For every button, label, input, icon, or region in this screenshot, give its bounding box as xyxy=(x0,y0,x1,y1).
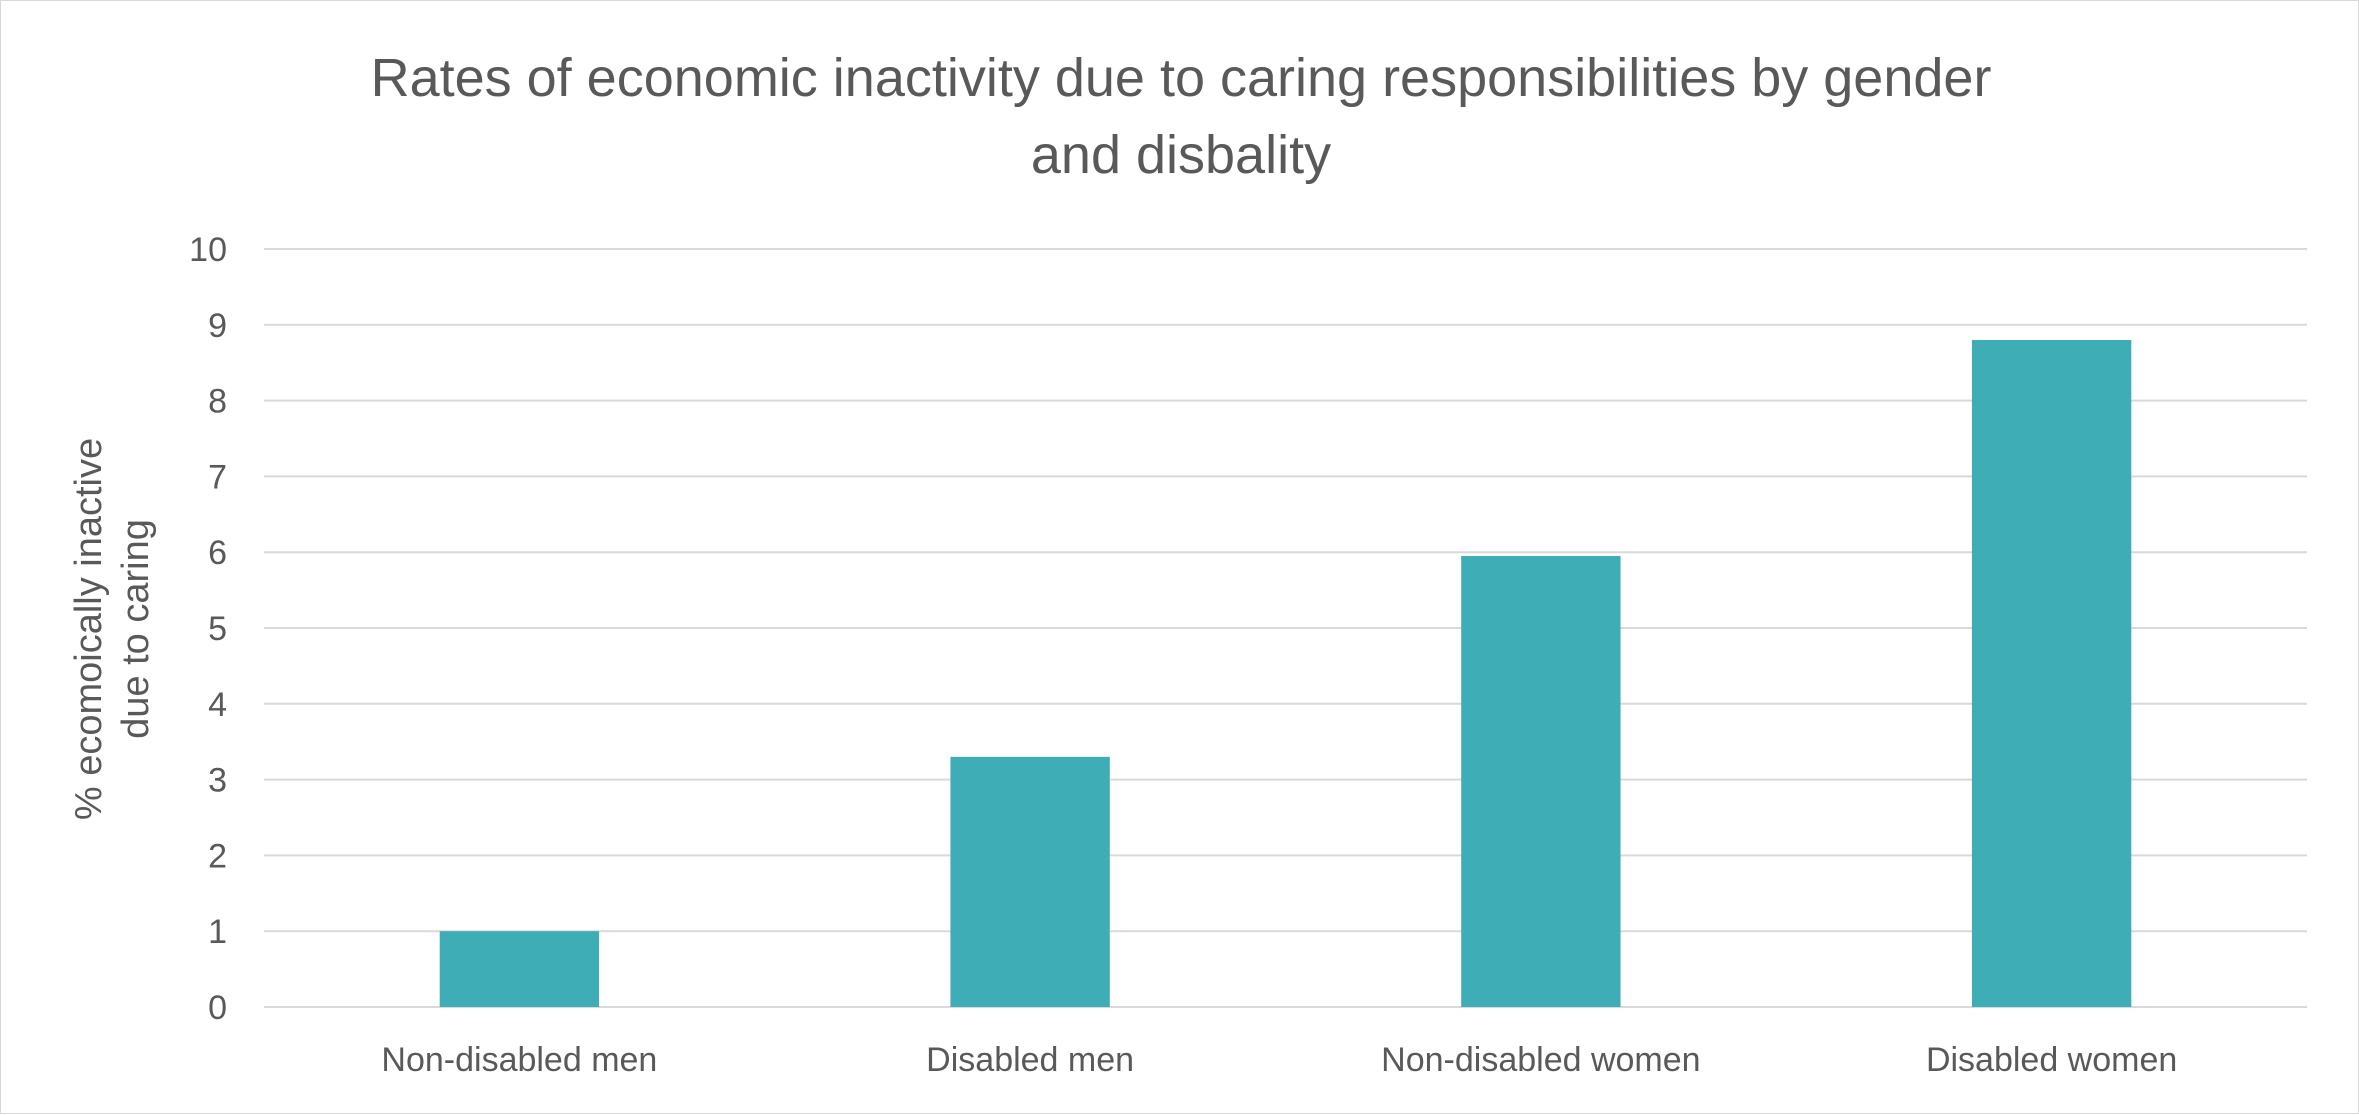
x-category-label: Non-disabled men xyxy=(381,1041,657,1079)
y-tick-label: 10 xyxy=(189,231,227,269)
y-tick-label: 1 xyxy=(208,913,227,951)
chart-title-line-1: Rates of economic inactivity due to cari… xyxy=(371,48,1992,108)
y-tick-label: 9 xyxy=(208,307,227,345)
y-tick-label: 2 xyxy=(208,837,227,875)
bar xyxy=(1971,339,2132,1008)
x-category-label: Non-disabled women xyxy=(1381,1041,1700,1079)
y-tick-label: 5 xyxy=(208,610,227,648)
y-tick-label: 3 xyxy=(208,762,227,800)
bars xyxy=(439,339,2132,1008)
bar xyxy=(950,756,1110,1007)
bar xyxy=(1461,555,1621,1007)
x-category-label: Disabled men xyxy=(926,1041,1134,1079)
x-category-labels: Non-disabled men Disabled men Non-disabled… xyxy=(381,1041,2177,1079)
x-category-label: Disabled women xyxy=(1926,1041,2177,1079)
gridlines xyxy=(264,248,2307,1008)
y-tick-label: 4 xyxy=(208,686,227,724)
y-tick-labels: 0 1 2 3 4 5 6 7 8 9 10 xyxy=(189,231,227,1027)
y-axis-title-line-1: % ecomoically inactive xyxy=(68,438,110,820)
y-axis-title: % ecomoically inactive due to caring xyxy=(68,438,157,820)
bar xyxy=(439,931,600,1007)
y-tick-label: 7 xyxy=(208,458,227,496)
y-tick-label: 0 xyxy=(208,989,227,1027)
y-tick-label: 6 xyxy=(208,534,227,572)
chart-title-line-2: and disbality xyxy=(1031,125,1331,185)
y-tick-label: 8 xyxy=(208,383,227,421)
y-axis-title-line-2: due to caring xyxy=(115,519,157,739)
